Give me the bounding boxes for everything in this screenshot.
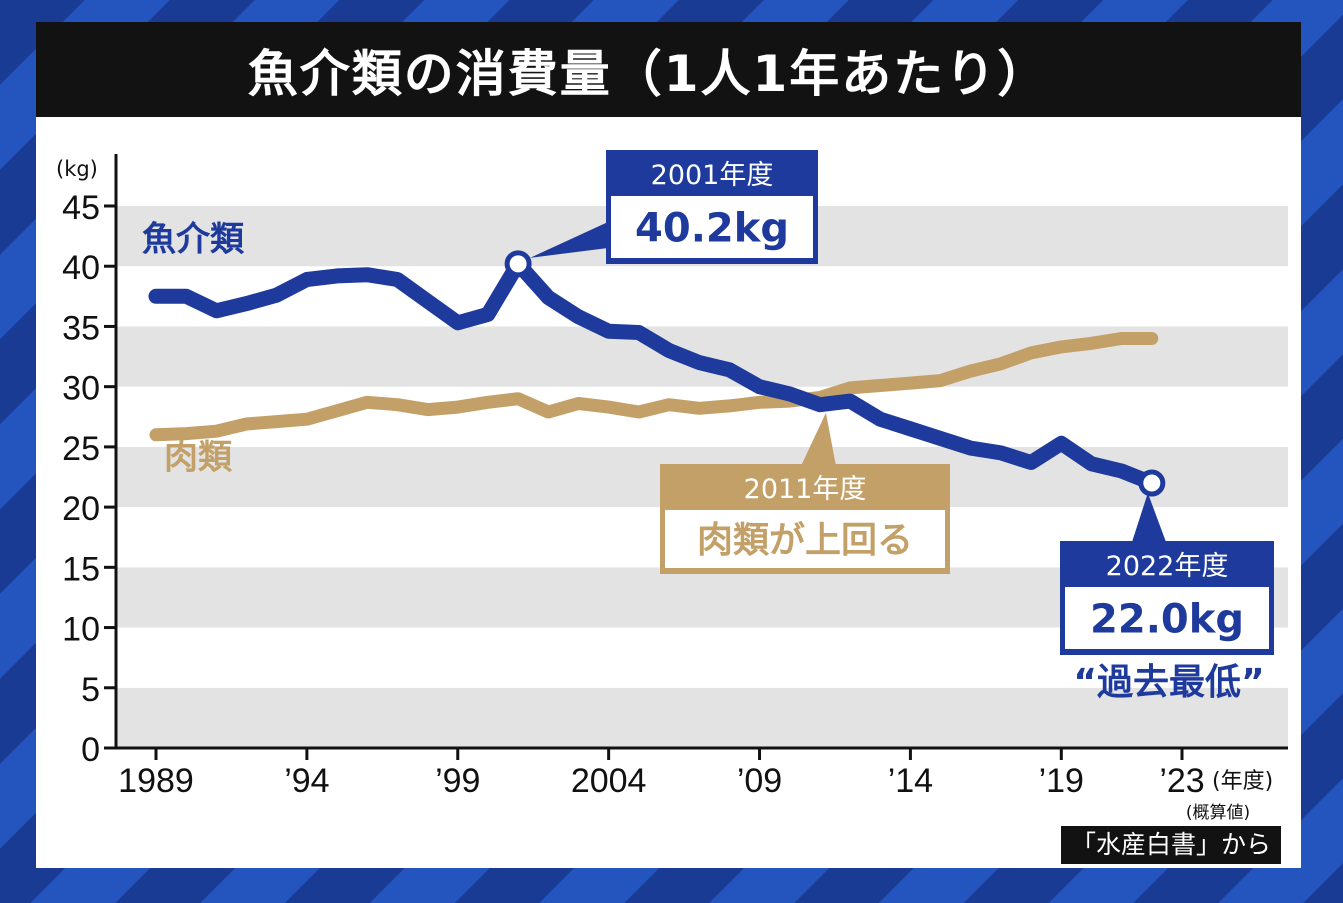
grid-band [116,687,1288,748]
x-unit-label: (年度) [1212,769,1273,794]
series-lines [148,256,1160,491]
series-line-1 [149,332,1159,442]
y-tick-label: 45 [62,189,100,227]
x-tick-label: 1989 [118,762,194,800]
callout-value-label: 肉類が上回る [697,520,913,561]
x-tick-label: ’94 [284,762,329,800]
x-tick-label: ’23 [1159,762,1204,800]
y-tick-label: 5 [81,671,100,709]
x-tick-label: 2004 [571,762,647,800]
callout-pointer [801,412,836,466]
y-tick-label: 35 [62,309,100,347]
line-chart: 0 5 10 15 20 25 30 35 40 45 (kg) 1989 ’94 ’99 2004 ’09… [56,150,1288,823]
source-label: 「水産白書」から [1060,826,1281,864]
y-tick-label: 20 [62,490,100,528]
y-tick-label: 40 [62,249,100,287]
callout-value-label: 22.0kg [1090,596,1244,642]
callout-pointer [1132,493,1166,542]
x-tick-label: ’99 [435,762,480,800]
chart-title: 魚介類の消費量（1人1年あたり） [247,44,1050,103]
y-tick-label: 15 [62,550,100,588]
title-bar: 魚介類の消費量（1人1年あたり） [36,22,1301,117]
x-tick-labels: 1989 ’94 ’99 2004 ’09 ’14 ’19 ’23 (年度) (概算値) [118,748,1273,823]
y-tick-label: 25 [62,430,100,468]
x-tick-label: ’19 [1039,762,1084,800]
x-tick-label: ’14 [888,762,933,800]
series-label-meat: 肉類 [164,438,233,478]
axes [114,154,1288,750]
annotation-2001: 2001年度 40.2kg [504,150,818,278]
series-label-fish: 魚介類 [142,220,245,260]
y-tick-label: 30 [62,370,100,408]
callout-year-label: 2022年度 [1106,551,1229,582]
annotation-2022: 2022年度 22.0kg “過去最低” [1060,469,1274,703]
y-tick-label: 10 [62,611,100,649]
marker-2022 [1138,469,1166,497]
callout-value-box [611,196,813,258]
series-line-0 [148,256,1160,491]
x-note-label: (概算値) [1186,803,1250,823]
callout-value-box [665,510,945,568]
chart-card: 魚介類の消費量（1人1年あたり） 0 5 10 15 20 25 30 35 40 45 (kg) … [36,22,1301,868]
y-unit-label: (kg) [56,157,98,181]
grid-band [116,266,1288,327]
x-tick-label: ’09 [737,762,782,800]
callout-note: “過去最低” [1073,662,1264,703]
marker-2001 [504,250,532,278]
y-tick-label: 0 [81,731,100,769]
callout-pointer [530,222,608,258]
callout-value-box [1065,587,1269,649]
callout-year-label: 2001年度 [651,160,774,191]
y-tick-labels: 0 5 10 15 20 25 30 35 40 45 (kg) [56,157,116,769]
callout-value-label: 40.2kg [635,205,789,251]
callout-year-label: 2011年度 [744,474,867,505]
